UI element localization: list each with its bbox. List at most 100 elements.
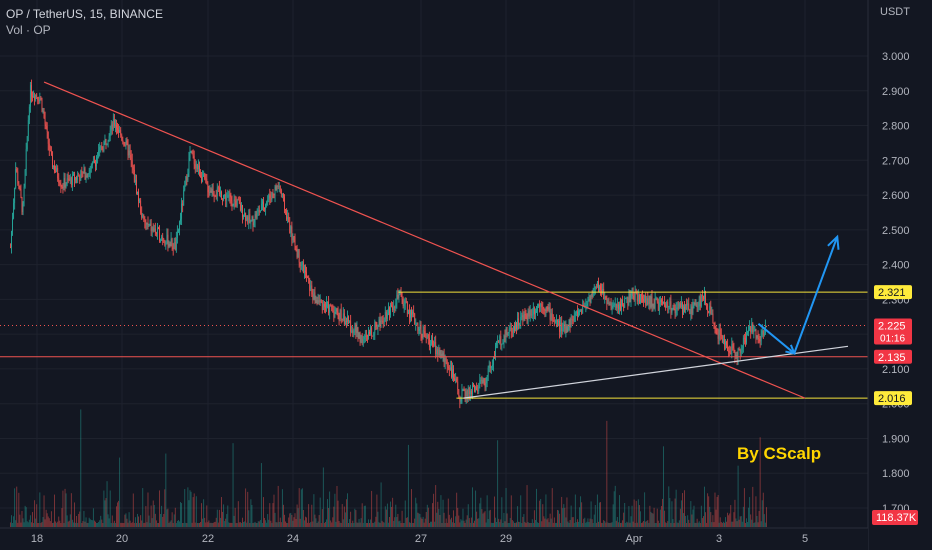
volume-bar — [638, 505, 640, 527]
candle-body — [178, 230, 179, 232]
volume-bar — [740, 516, 742, 527]
candle-body — [364, 335, 366, 338]
volume-bar — [326, 519, 327, 527]
volume-bar — [71, 519, 73, 527]
candle-body — [167, 234, 169, 247]
candle-body — [120, 130, 122, 136]
volume-bar — [707, 493, 709, 527]
volume-bar — [12, 522, 13, 527]
candle-body — [671, 308, 673, 313]
candle-body — [260, 203, 262, 211]
volume-bar — [609, 522, 611, 527]
candle-body — [133, 169, 135, 182]
candle-body — [236, 199, 238, 206]
candle-body — [658, 302, 660, 311]
candle-body — [378, 319, 380, 325]
volume-bar — [55, 521, 57, 527]
volume-bar — [306, 517, 307, 527]
volume-bar — [251, 504, 253, 527]
candle-body — [180, 218, 181, 222]
candle-body — [77, 175, 79, 180]
candle-body — [223, 195, 224, 201]
volume-bar — [667, 521, 669, 527]
volume-bar — [11, 515, 12, 527]
candle-body — [480, 380, 482, 381]
volume-bar — [398, 521, 400, 527]
price-label-box — [874, 285, 912, 300]
volume-bar — [128, 512, 130, 527]
candle-body — [361, 335, 363, 344]
volume-bar — [387, 522, 389, 527]
candle-body — [269, 194, 271, 199]
volume-bar — [113, 520, 115, 527]
candle-body — [740, 350, 742, 353]
candle-body — [727, 345, 728, 351]
candle-body — [593, 288, 595, 290]
candle-body — [677, 307, 679, 309]
volume-bar — [461, 520, 463, 527]
candle-body — [218, 187, 220, 195]
candle-body — [392, 306, 394, 311]
volume-bar — [205, 522, 207, 527]
volume-bar — [381, 520, 383, 527]
volume-bar — [611, 522, 613, 527]
candle-body — [241, 205, 242, 211]
volume-bar — [120, 522, 122, 527]
candle-body — [166, 234, 168, 244]
candle-body — [58, 178, 60, 183]
volume-bar — [438, 508, 440, 527]
volume-bar — [359, 522, 361, 527]
candle-body — [172, 247, 174, 250]
candle-body — [478, 386, 480, 392]
candle-body — [700, 294, 702, 307]
candle-body — [398, 293, 400, 298]
candle-body — [302, 262, 304, 273]
volume-bar — [436, 512, 438, 527]
volume-bar — [210, 522, 212, 527]
candle-body — [435, 341, 437, 354]
candle-body — [407, 309, 409, 314]
volume-bar — [323, 522, 325, 527]
candle-body — [699, 296, 701, 307]
volume-bar — [606, 420, 608, 527]
volume-bar — [318, 515, 320, 527]
candle-body — [506, 328, 508, 335]
candle-body — [266, 202, 268, 206]
volume-bar — [382, 522, 384, 527]
candle-body — [558, 320, 559, 322]
candle-body — [143, 214, 145, 220]
volume-bar — [754, 522, 756, 527]
volume-bar — [757, 522, 759, 527]
volume-bar — [27, 522, 29, 527]
volume-bar — [604, 521, 606, 527]
candle-body — [530, 310, 532, 316]
volume-bar — [596, 494, 598, 527]
candle-body — [453, 369, 454, 379]
candle-body — [431, 339, 432, 344]
candle-body — [19, 188, 21, 190]
candle-body — [357, 327, 359, 339]
volume-bar — [618, 495, 620, 527]
volume-bar — [457, 507, 459, 527]
candle-body — [66, 178, 68, 185]
volume-bar — [300, 489, 302, 527]
volume-bar — [626, 521, 628, 527]
volume-bar — [46, 513, 48, 527]
candle-body — [98, 150, 100, 157]
volume-bar — [491, 522, 493, 527]
candle-body — [627, 297, 629, 306]
volume-bar — [435, 485, 437, 527]
volume-bar — [101, 519, 103, 527]
volume-bar — [330, 520, 332, 527]
volume-bar — [393, 520, 395, 527]
volume-bar — [738, 519, 740, 527]
volume-bar — [642, 522, 643, 527]
volume-bar — [234, 507, 236, 527]
candle-body — [20, 188, 22, 198]
volume-bar — [268, 519, 270, 527]
candle-body — [68, 178, 70, 181]
candle-body — [529, 310, 531, 317]
volume-bar — [580, 496, 582, 527]
volume-bar — [67, 521, 69, 527]
